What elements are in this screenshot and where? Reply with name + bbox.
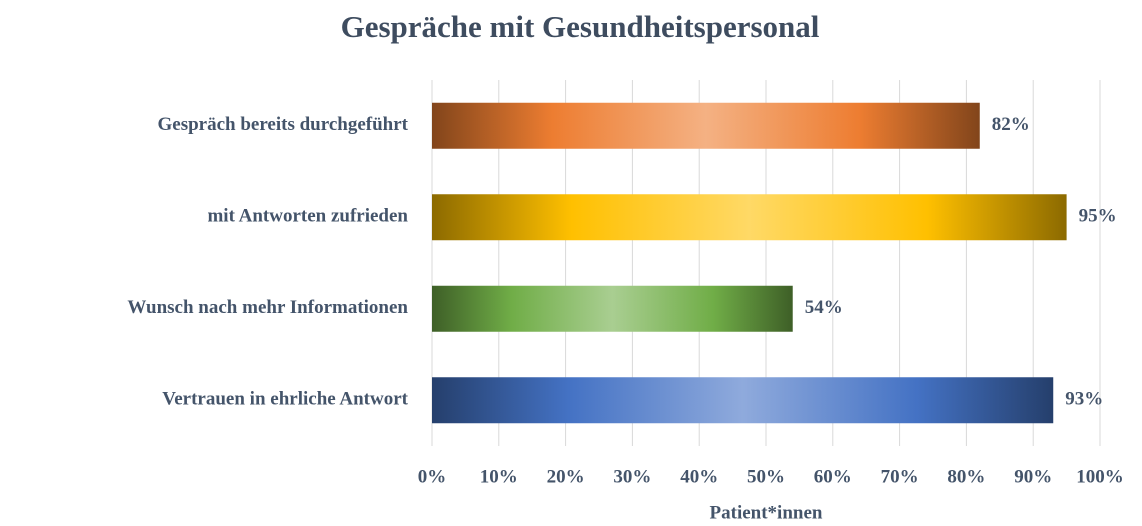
bar [432,285,793,332]
x-tick-label: 40% [680,466,718,487]
bar [432,102,980,149]
x-tick-label: 20% [547,466,585,487]
x-tick-label: 70% [881,466,919,487]
y-tick-label: mit Antworten zufrieden [207,206,408,227]
x-tick-label: 90% [1014,466,1052,487]
data-label: 82% [992,114,1030,135]
x-tick-label: 10% [480,466,518,487]
y-tick-label: Vertrauen in ehrliche Antwort [162,389,408,410]
data-label: 54% [805,297,843,318]
y-tick-label: Wunsch nach mehr Informationen [127,297,408,318]
x-tick-label: 30% [613,466,651,487]
data-label: 95% [1079,206,1117,227]
x-tick-label: 50% [747,466,785,487]
x-tick-label: 80% [947,466,985,487]
x-tick-label: 0% [418,466,447,487]
x-tick-label: 60% [814,466,852,487]
bar [432,194,1067,241]
x-axis-label: Patient*innen [710,502,823,523]
x-tick-label: 100% [1076,466,1124,487]
y-tick-label: Gespräch bereits durchgeführt [157,114,408,135]
bar [432,377,1054,424]
data-label: 93% [1065,389,1103,410]
chart-title: Gespräche mit Gesundheitspersonal [341,9,820,44]
